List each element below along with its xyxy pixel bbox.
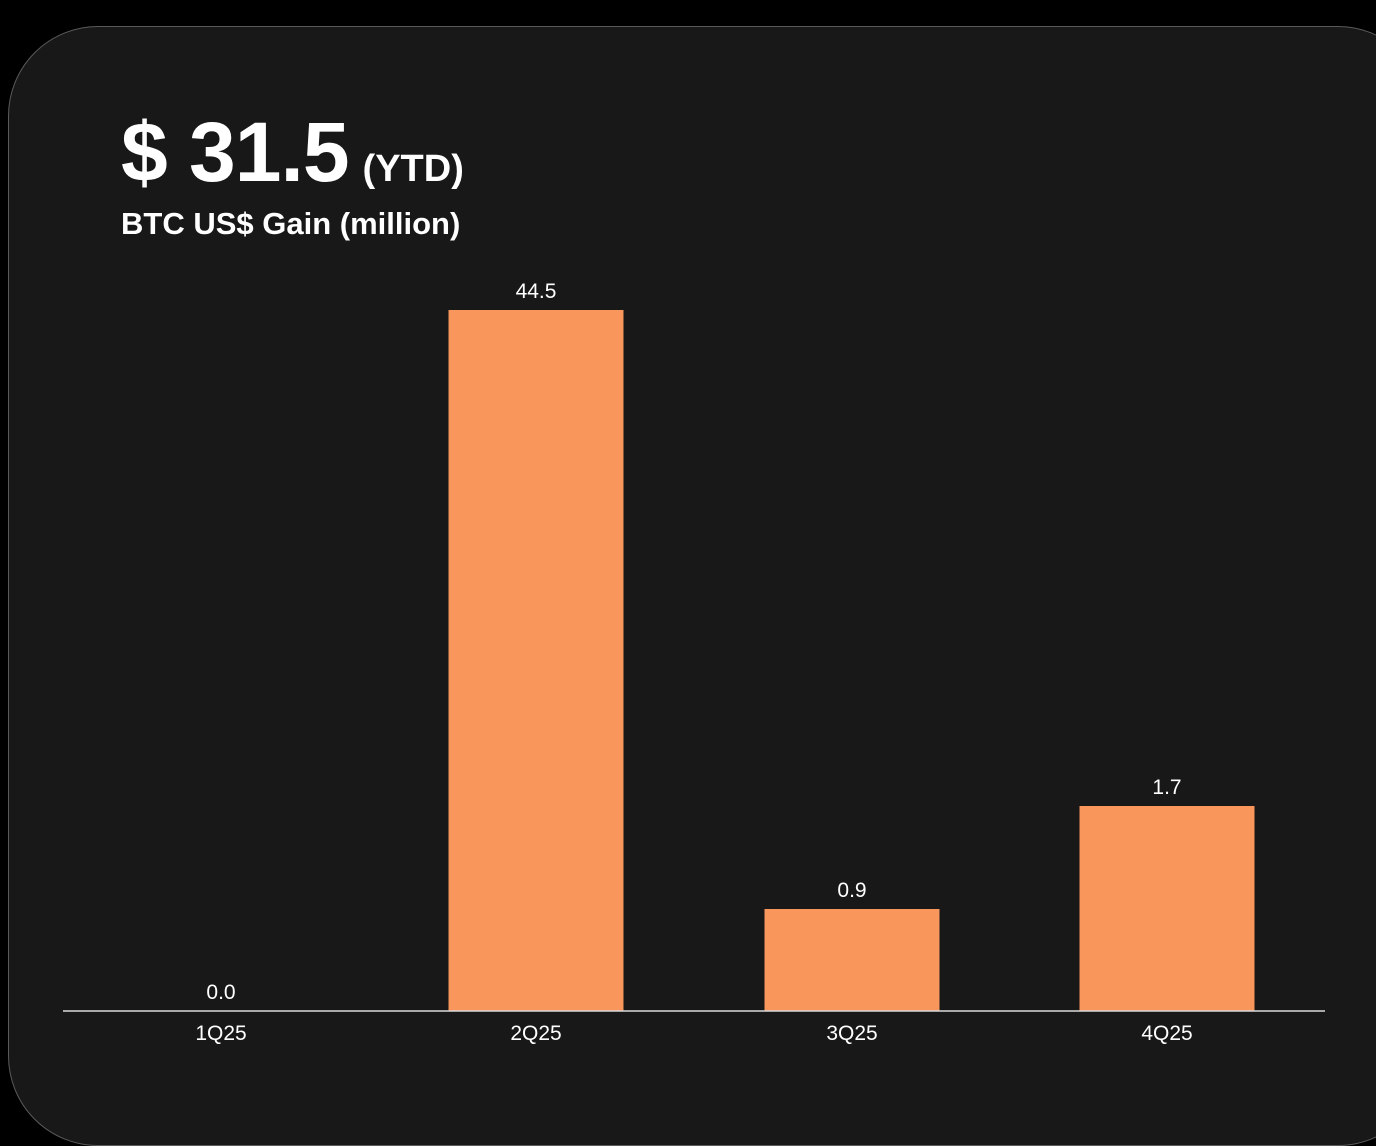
x-tick-2q25: 2Q25 (510, 1022, 561, 1045)
x-tick-labels-group: 1Q25 2Q25 3Q25 4Q25 (195, 1022, 1192, 1045)
bars-group (448, 310, 1255, 1011)
bar-4q25 (1079, 806, 1255, 1011)
headline: $ 31.5 (YTD) (121, 104, 464, 201)
x-tick-3q25: 3Q25 (826, 1022, 877, 1045)
chart-subtitle: BTC US$ Gain (million) (121, 206, 461, 241)
bar-2q25 (448, 310, 624, 1011)
data-label-4q25: 1.7 (1152, 776, 1181, 799)
x-tick-4q25: 4Q25 (1141, 1022, 1192, 1045)
bar-chart: 0.0 44.5 0.9 1.7 1Q25 2Q25 3Q25 4Q25 (63, 280, 1325, 1045)
data-label-3q25: 0.9 (837, 879, 866, 902)
data-labels-group: 0.0 44.5 0.9 1.7 (206, 280, 1181, 1004)
data-label-1q25: 0.0 (206, 981, 235, 1004)
ytd-value: $ 31.5 (121, 105, 350, 199)
x-tick-1q25: 1Q25 (195, 1022, 246, 1045)
ytd-label: (YTD) (362, 148, 464, 190)
data-label-2q25: 44.5 (516, 280, 557, 303)
bar-3q25 (764, 909, 940, 1011)
